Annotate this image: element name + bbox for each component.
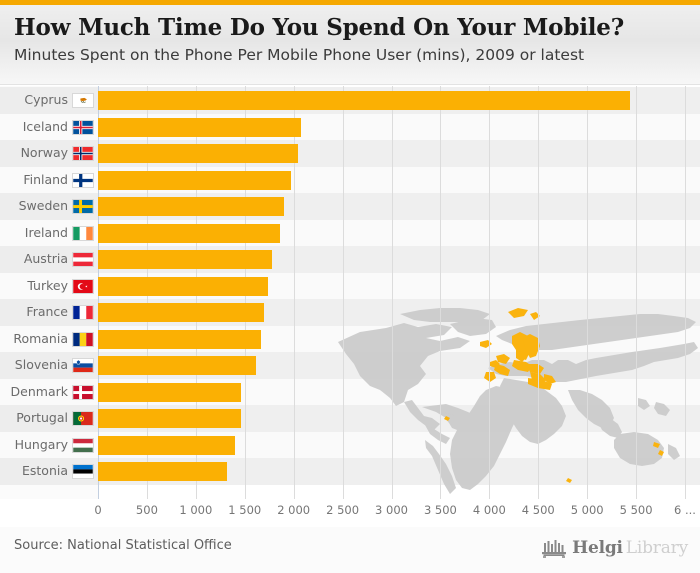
category-label: Sweden — [18, 198, 68, 213]
x-axis-tick-label: 1 500 — [228, 503, 262, 517]
category-label: Austria — [23, 251, 68, 266]
x-axis-tick-label: 0 — [94, 503, 102, 517]
category-label-row[interactable]: Cyprus — [0, 87, 98, 114]
bar[interactable] — [98, 117, 301, 137]
flag-icon-cy — [72, 93, 94, 108]
x-axis-tick-label: 3 000 — [375, 503, 408, 517]
bar[interactable] — [98, 197, 284, 216]
x-axis-tick-label: 6 ... — [674, 503, 696, 517]
flag-icon-at — [72, 252, 94, 267]
brand-logo[interactable]: Helgi Library — [541, 536, 688, 560]
x-axis-tick-label: 2 500 — [326, 503, 360, 517]
category-label: Estonia — [21, 463, 68, 478]
flag-icon-hu — [72, 437, 94, 453]
bar[interactable] — [98, 91, 631, 110]
category-label-row[interactable]: Sweden — [0, 193, 98, 220]
category-labels-column: Cyprus Iceland Norway Finland Sweden Ireland A… — [0, 86, 98, 499]
x-axis-tick-label: 500 — [135, 503, 158, 517]
category-label-row[interactable]: Austria — [0, 246, 98, 273]
category-label: Turkey — [27, 277, 68, 293]
bar[interactable] — [98, 329, 261, 349]
flag-icon-no — [72, 146, 94, 161]
grid-line — [391, 86, 393, 499]
x-axis-tick-label: 1 000 — [179, 503, 213, 517]
grid-line — [685, 86, 686, 499]
flag-icon-si — [72, 358, 94, 373]
x-axis-tick-label: 5 500 — [619, 503, 653, 517]
x-axis-tick-label: 2 000 — [277, 503, 311, 517]
category-label: Portugal — [16, 410, 68, 425]
grid-line — [342, 86, 344, 499]
bar[interactable] — [98, 276, 269, 296]
grid-line — [587, 86, 589, 499]
category-label-row[interactable]: Iceland — [0, 113, 98, 140]
grid-line — [538, 86, 540, 499]
chart-header: How Much Time Do You Spend On Your Mobil… — [0, 5, 700, 85]
grid-line — [293, 86, 295, 499]
bar[interactable] — [98, 409, 241, 428]
bar[interactable] — [98, 462, 228, 481]
flag-icon-dk — [72, 384, 94, 400]
x-axis-tick-label: 5 000 — [570, 503, 604, 517]
flag-icon-tr — [72, 278, 94, 294]
category-label: France — [26, 304, 68, 319]
category-label-row[interactable]: France — [0, 299, 98, 326]
chart-plot-area: Cyprus Iceland Norway Finland Sweden Ireland A… — [0, 86, 700, 499]
category-label: Hungary — [14, 436, 68, 452]
flag-icon-ro — [72, 331, 94, 347]
grid-line — [440, 86, 442, 499]
chart-footer: Source: National Statistical Office Helg… — [0, 527, 700, 573]
flag-icon-ee — [72, 464, 94, 479]
category-label-row[interactable]: Hungary — [0, 431, 98, 458]
category-label: Denmark — [10, 383, 68, 399]
flag-icon-pt — [72, 411, 94, 426]
category-label: Romania — [13, 330, 68, 346]
bar[interactable] — [98, 356, 256, 375]
grid-line — [636, 86, 638, 499]
category-label-row[interactable]: Finland — [0, 166, 98, 193]
flag-icon-fr — [72, 305, 94, 320]
bar[interactable] — [98, 435, 235, 455]
bar[interactable] — [98, 250, 273, 269]
category-label-row[interactable]: Norway — [0, 140, 98, 167]
category-label: Cyprus — [24, 92, 68, 107]
x-axis-tick-label: 4 500 — [521, 503, 555, 517]
category-label: Norway — [20, 145, 68, 160]
x-axis-tick-label: 4 000 — [472, 503, 506, 517]
category-label-row[interactable]: Ireland — [0, 219, 98, 246]
category-label: Ireland — [24, 224, 68, 240]
category-label-row[interactable]: Estonia — [0, 458, 98, 485]
page-title: How Much Time Do You Spend On Your Mobil… — [14, 14, 624, 41]
flag-icon-ie — [72, 225, 94, 241]
bars-container — [98, 86, 700, 499]
x-axis-tick-label: 3 500 — [423, 503, 457, 517]
category-label: Slovenia — [14, 357, 68, 372]
source-note: Source: National Statistical Office — [14, 538, 232, 553]
category-label: Iceland — [22, 118, 68, 134]
category-label-row[interactable]: Romania — [0, 325, 98, 352]
category-label-row[interactable]: Turkey — [0, 272, 98, 299]
bar[interactable] — [98, 303, 265, 322]
bar[interactable] — [98, 223, 280, 243]
flag-icon-is — [72, 119, 94, 135]
grid-line — [489, 86, 491, 499]
bar[interactable] — [98, 170, 291, 190]
x-axis: 0 500 1 000 1 500 2 000 2 500 3 000 3 500 4 000 4… — [0, 499, 700, 527]
brand-name-primary: Helgi — [572, 538, 623, 558]
brand-name-secondary: Library — [625, 538, 688, 558]
flag-icon-fi — [72, 172, 94, 188]
bar[interactable] — [98, 382, 241, 402]
category-label-row[interactable]: Denmark — [0, 378, 98, 405]
chart-subtitle: Minutes Spent on the Phone Per Mobile Ph… — [14, 46, 585, 64]
category-label: Finland — [23, 171, 68, 187]
category-label-row[interactable]: Portugal — [0, 405, 98, 432]
bar[interactable] — [98, 144, 298, 163]
category-label-row[interactable]: Slovenia — [0, 352, 98, 379]
flag-icon-se — [72, 199, 94, 214]
helgi-library-logo-icon — [542, 540, 567, 558]
